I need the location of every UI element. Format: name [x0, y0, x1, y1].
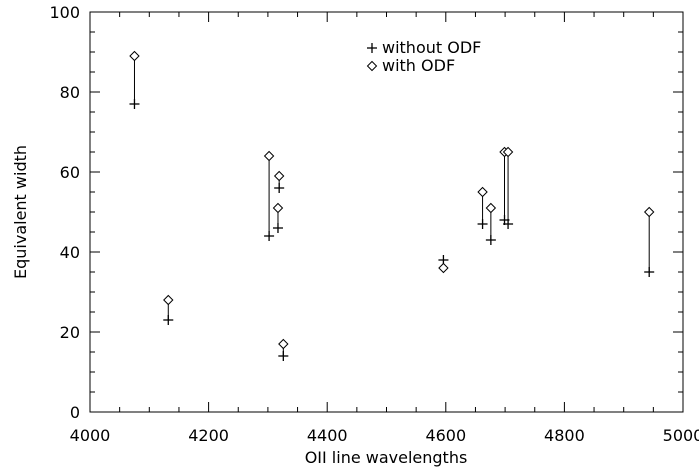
y-tick-label: 20 — [60, 323, 80, 342]
point-with-odf — [263, 150, 275, 162]
y-tick-label: 60 — [60, 163, 80, 182]
legend-diamond-marker — [366, 60, 378, 72]
x-axis-label: OII line wavelengths — [305, 448, 468, 467]
point-with-odf — [485, 202, 497, 214]
legend-label-with-odf: with ODF — [382, 56, 455, 75]
point-without-odf — [272, 223, 283, 233]
data-markers — [129, 50, 655, 361]
point-with-odf — [438, 262, 449, 274]
point-without-odf — [264, 231, 275, 241]
x-tick-label: 4400 — [307, 426, 348, 445]
point-without-odf — [485, 235, 496, 245]
point-without-odf — [503, 219, 514, 229]
connector-lines — [133, 56, 650, 356]
x-tick-label: 5000 — [663, 426, 699, 445]
y-axis-label: Equivalent width — [11, 145, 30, 279]
point-without-odf — [477, 219, 488, 229]
y-tick-label: 0 — [70, 403, 80, 422]
y-tick-label: 80 — [60, 83, 80, 102]
point-with-odf — [278, 338, 289, 350]
x-tick-label: 4200 — [188, 426, 229, 445]
axis-ticks — [89, 11, 684, 413]
legend-plus-marker — [367, 43, 377, 53]
point-with-odf — [273, 170, 285, 182]
x-tick-label: 4600 — [425, 426, 466, 445]
point-with-odf — [643, 206, 655, 218]
point-with-odf — [477, 186, 488, 198]
y-tick-label: 40 — [60, 243, 80, 262]
x-tick-label: 4800 — [544, 426, 585, 445]
point-with-odf — [272, 202, 284, 214]
point-with-odf — [502, 146, 514, 158]
point-with-odf — [163, 294, 174, 306]
point-with-odf — [129, 50, 140, 62]
point-without-odf — [274, 183, 285, 193]
point-without-odf — [163, 315, 174, 325]
axis-tick-labels: 4000 4200 4400 4600 4800 5000 0 20 40 60 80 100 — [49, 3, 699, 445]
point-without-odf — [129, 99, 140, 109]
y-tick-label: 100 — [49, 3, 80, 22]
x-tick-label: 4000 — [70, 426, 111, 445]
point-without-odf — [644, 267, 655, 277]
point-without-odf — [278, 351, 289, 361]
legend-label-without-odf: without ODF — [382, 38, 481, 57]
